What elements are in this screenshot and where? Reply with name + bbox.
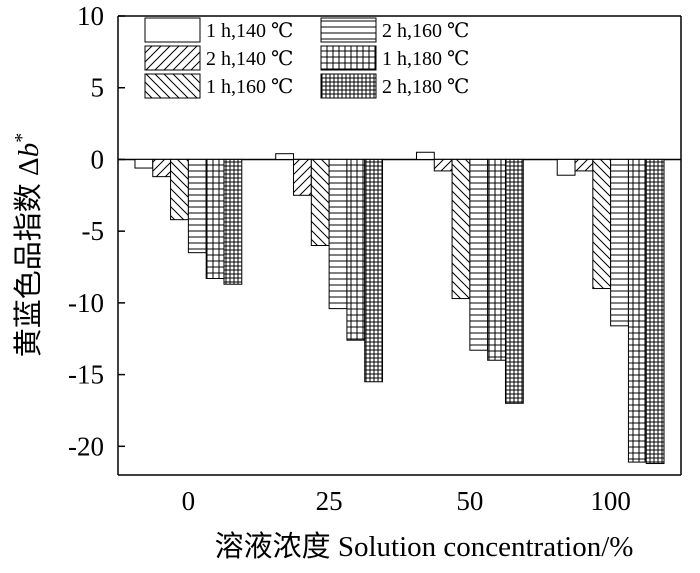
legend-swatch [144,17,201,43]
bar [504,158,524,404]
x-axis-ticks: 0 25 50 100 [182,486,631,516]
bar [328,158,348,310]
bar [152,158,172,178]
bar [293,158,312,196]
bar [364,158,384,383]
bar [170,158,189,221]
bar [310,158,330,246]
y-axis-ticks: 10 5 0 -5 -10 -15 -20 [68,1,125,461]
bar [556,158,576,176]
legend: 1 h,140 ℃ 2 h,140 ℃ 1 h,160 ℃ 2 h,160 ℃ 1 h,… [144,17,469,99]
y-axis-label: 黄蓝色品指数 Δb* [11,133,45,357]
bar [469,158,489,351]
bar [610,158,629,327]
legend-swatch [320,73,377,99]
legend-label: 2 h,160 ℃ [382,20,469,42]
y-axis-label-superscript: * [11,133,33,143]
y-tick-label: 5 [91,73,105,103]
legend-label: 2 h,140 ℃ [206,48,293,70]
bar [223,158,243,285]
legend-label: 1 h,140 ℃ [206,20,293,42]
y-axis-label-symbol: b [13,143,45,158]
bar [275,153,295,160]
legend-swatch [144,45,201,71]
bar [451,158,471,300]
x-tick-label: 50 [456,486,483,516]
legend-label: 1 h,160 ℃ [206,76,293,98]
legend-swatch [144,73,201,99]
bar [433,158,453,172]
y-tick-label: 0 [91,144,105,174]
y-tick-label: 10 [77,1,104,31]
y-tick-label: -20 [68,431,104,461]
y-axis-label-text: 黄蓝色品指数 Δ [12,157,45,357]
bars [134,151,665,465]
y-tick-label: -15 [68,360,104,390]
x-tick-label: 0 [182,486,196,516]
bar [346,158,366,341]
bar [574,158,594,172]
bar [487,158,506,361]
bar [187,158,207,254]
bar [592,158,612,290]
legend-swatch [320,17,377,43]
legend-label: 1 h,180 ℃ [382,48,469,70]
x-tick-label: 100 [590,486,631,516]
y-tick-label: -5 [82,216,105,246]
x-axis-label: 溶液浓度 Solution concentration/% [215,530,634,563]
legend-label: 2 h,180 ℃ [382,76,469,98]
bar [627,158,647,463]
bar [415,151,435,160]
y-axis-label-group: 黄蓝色品指数 Δb* [11,133,45,357]
bar [645,158,665,465]
bar [134,158,154,169]
x-tick-label: 25 [316,486,343,516]
bar [205,158,225,279]
y-tick-label: -10 [68,288,104,318]
legend-swatch [320,45,377,71]
